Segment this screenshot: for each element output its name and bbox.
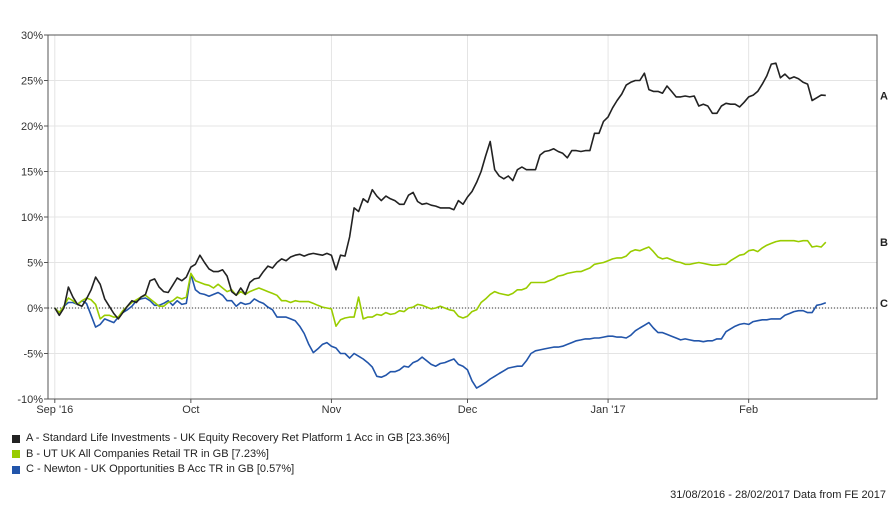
y-tick-label: 15% bbox=[21, 167, 43, 179]
legend-label-c: C - Newton - UK Opportunities B Acc TR i… bbox=[26, 463, 295, 475]
series-line-c bbox=[54, 273, 827, 389]
legend-swatch-a bbox=[12, 434, 20, 443]
y-tick-label: -5% bbox=[23, 349, 43, 361]
legend-swatch-c bbox=[12, 465, 20, 474]
legend-item-c: C - Newton - UK Opportunities B Acc TR i… bbox=[12, 462, 450, 478]
grid bbox=[48, 34, 877, 400]
series-end-labels: C B A bbox=[880, 90, 888, 309]
y-tick-label: -10% bbox=[17, 394, 43, 406]
legend-item-b: B - UT UK All Companies Retail TR in GB … bbox=[12, 447, 450, 463]
data-source-footer: 31/08/2016 - 28/02/2017 Data from FE 201… bbox=[670, 489, 886, 501]
series-end-label-b: B bbox=[880, 237, 888, 249]
x-tick-label: Sep '16 bbox=[36, 404, 73, 416]
performance-chart: -10% -5% 0% 5% 10% 15% 20% 25% 30% Sep '16 Oct Nov… bbox=[17, 30, 888, 416]
x-tick-label: Nov bbox=[322, 404, 342, 416]
x-tick-label: Oct bbox=[182, 404, 199, 416]
series-line-b bbox=[54, 239, 827, 327]
series-end-label-c: C bbox=[880, 298, 888, 310]
x-axis-ticks: Sep '16 Oct Nov Dec Jan '17 Feb bbox=[36, 399, 758, 416]
y-tick-label: 0% bbox=[27, 303, 43, 315]
y-tick-label: 10% bbox=[21, 212, 43, 224]
legend-label-b: B - UT UK All Companies Retail TR in GB … bbox=[26, 447, 269, 460]
series-lines bbox=[54, 62, 827, 389]
x-tick-label: Feb bbox=[739, 404, 758, 416]
y-axis-ticks: -10% -5% 0% 5% 10% 15% 20% 25% 30% bbox=[17, 30, 48, 406]
legend-label-a: A - Standard Life Investments - UK Equit… bbox=[26, 432, 450, 444]
plot-frame bbox=[47, 34, 878, 400]
x-tick-label: Jan '17 bbox=[591, 404, 626, 416]
series-end-label-a: A bbox=[880, 90, 888, 102]
x-tick-label: Dec bbox=[458, 404, 478, 416]
series-line-a bbox=[54, 62, 826, 320]
legend-swatch-b bbox=[12, 450, 20, 459]
y-tick-label: 20% bbox=[21, 121, 43, 133]
y-tick-label: 25% bbox=[21, 76, 43, 88]
y-tick-label: 5% bbox=[27, 258, 43, 270]
legend-item-a: A - Standard Life Investments - UK Equit… bbox=[12, 431, 450, 447]
legend: A - Standard Life Investments - UK Equit… bbox=[12, 431, 450, 478]
y-tick-label: 30% bbox=[21, 30, 43, 42]
